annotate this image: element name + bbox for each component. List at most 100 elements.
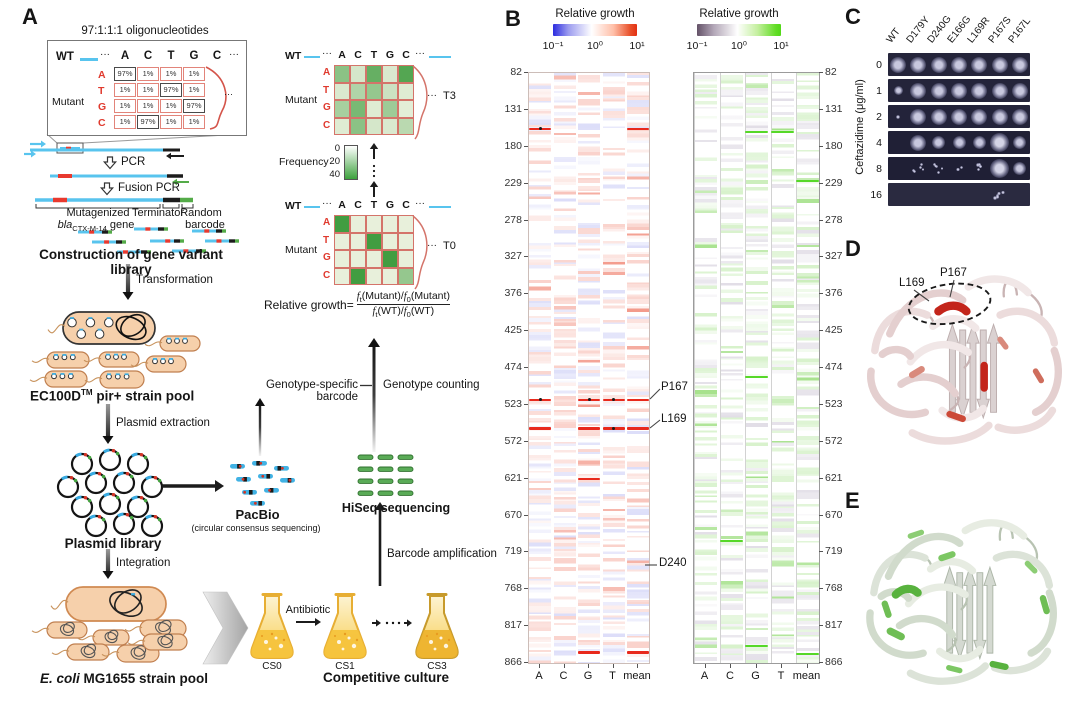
pacbio-label: PacBio: [235, 507, 280, 522]
heatmap-column-G: [745, 73, 768, 663]
heatmap-ytick-label: 719: [825, 545, 843, 558]
heatmap-ytick-label: 376: [504, 287, 522, 300]
assay-spot: [991, 56, 1008, 73]
oligo-percent-cell: 1%: [137, 83, 159, 97]
heatmap-ytick-label: 82: [825, 66, 837, 78]
oligo-dots: ···: [229, 49, 239, 60]
assay-spot: [978, 162, 982, 166]
barcode-amplification-label: Barcode amplification: [387, 548, 497, 560]
assay-conc-label: 8: [876, 162, 882, 175]
assay-spot: [971, 56, 988, 73]
heatmap-xtick-mark: [539, 664, 541, 668]
matrix-frequency-cell: [382, 232, 398, 250]
matrix-row-base: A: [323, 67, 331, 78]
panel-e-label: E: [845, 488, 860, 513]
matrix-row-base: A: [323, 217, 331, 228]
heatmap-ytick-label: 866: [504, 656, 522, 668]
heatmap-column-mean: [796, 73, 819, 663]
assay-spot: [951, 82, 967, 99]
heatmap-ytick-mark: [819, 662, 823, 663]
heatmap-ytick-label: 327: [825, 250, 843, 263]
oligo-wt-label: WT: [56, 51, 74, 63]
oligo-percent-cell: 1%: [160, 67, 182, 81]
plasmid-library-label: Plasmid library: [64, 536, 162, 551]
assay-spot: [959, 166, 963, 169]
assay-spot: [1001, 191, 1005, 195]
genotype-counting-label: Genotype counting: [383, 379, 480, 391]
heatmap-ytick-mark: [819, 588, 823, 590]
assay-spot: [919, 162, 924, 167]
heatmap-xtick-mark: [588, 664, 590, 668]
heatmap-ytick-label: 523: [825, 397, 843, 410]
oligo-dots: ···: [100, 49, 110, 60]
panel-a-artwork: [24, 133, 459, 665]
heatmap-ytick-mark: [524, 72, 528, 73]
oligo-ratio-box: WT ··· A C T G C ··· Mutant A 97% 1% 1% 1% T 1% 1% 97% 1% G…: [47, 40, 247, 136]
assay-strip: [888, 131, 1030, 154]
heatmap-ytick-mark: [819, 145, 823, 147]
heatmap-ytick-label: 131: [825, 102, 843, 115]
matrix-frequency-cell: [334, 267, 350, 285]
protein-structure-red: [867, 275, 1062, 445]
oligo-percent-cell: 1%: [114, 83, 136, 97]
colorbar-tick: 10¹: [773, 40, 789, 52]
matrix-frequency-cell: [366, 267, 382, 285]
assay-spot: [991, 108, 1008, 125]
formula-denominator: ft(WT)/f0(WT): [356, 304, 450, 319]
matrix-header-base: T: [370, 199, 378, 211]
oligo-percent-cell: 97%: [160, 83, 182, 97]
oligo-percent-cell: 1%: [137, 67, 159, 81]
heatmap-column-mean: [627, 73, 649, 663]
heatmap-strong-row: [796, 652, 819, 656]
panel-d-label: D: [845, 236, 861, 261]
barcode-label: barcode: [185, 219, 225, 231]
heatmap-mutational_fitness_map_condition1: [528, 72, 650, 664]
assay-spot: [990, 133, 1010, 152]
heatmap-dot: [587, 398, 591, 402]
matrix-frequency-cell: [382, 65, 398, 83]
colorbar-red-gradient: [553, 24, 637, 36]
annotation-d240: D240: [659, 557, 687, 569]
ec100d-label: EC100DTM pir+ strain pool: [30, 388, 194, 404]
matrix-header-base: T: [370, 49, 378, 61]
heatmap-ytick-mark: [819, 72, 823, 73]
assay-spot: [952, 136, 966, 149]
oligo-percent-cell: 1%: [160, 99, 182, 113]
heatmap-column-T: [770, 73, 794, 663]
heatmap-ytick-label: 82: [510, 66, 522, 78]
colorbar-tick: 10¹: [629, 40, 645, 52]
heatmap-xlabel: T: [777, 670, 785, 682]
heatmap-column-A: [529, 73, 551, 663]
heatmap-ytick-mark: [524, 514, 528, 516]
assay-spot: [1013, 136, 1027, 149]
genotype-barcode-label: Genotype-specific barcode: [265, 379, 358, 403]
colorbar-red-title: Relative growth: [555, 8, 635, 20]
heatmap-ytick-mark: [524, 145, 528, 147]
matrix-dots: ···: [427, 90, 437, 101]
heatmap-ytick-mark: [524, 477, 528, 479]
assay-spot: [930, 56, 947, 73]
heatmap-ytick-label: 278: [504, 213, 522, 226]
heatmap-ytick-label: 229: [504, 176, 522, 189]
heatmap-ytick-mark: [819, 514, 823, 516]
heatmap-ytick-label: 817: [504, 619, 522, 632]
assay-strip: [888, 183, 1030, 206]
heatmap-xtick-mark: [730, 664, 732, 668]
heatmap-strong-row: [578, 651, 600, 654]
heatmap-ytick-mark: [819, 108, 823, 110]
matrix-row-base: T: [323, 234, 330, 246]
heatmap-dot: [538, 398, 542, 402]
matrix-dots: ···: [427, 240, 437, 251]
matrix-row-base: G: [323, 252, 331, 263]
matrix-frequency-cell: [350, 232, 366, 250]
heatmap-ytick-label: 131: [504, 102, 522, 115]
ecoli-rest: MG1655 strain pool: [79, 671, 209, 686]
assay-spot: [976, 167, 981, 172]
matrix-frequency-cell: [398, 82, 414, 100]
matrix-frequency-cell: [398, 100, 414, 118]
heatmap-strong-row: [578, 477, 600, 481]
matrix-cyan-line: [429, 205, 451, 208]
plasmid-extraction-label: Plasmid extraction: [116, 417, 210, 429]
heatmap-ytick-label: 376: [825, 287, 843, 300]
flask-cs0-label: CS0: [262, 661, 282, 672]
